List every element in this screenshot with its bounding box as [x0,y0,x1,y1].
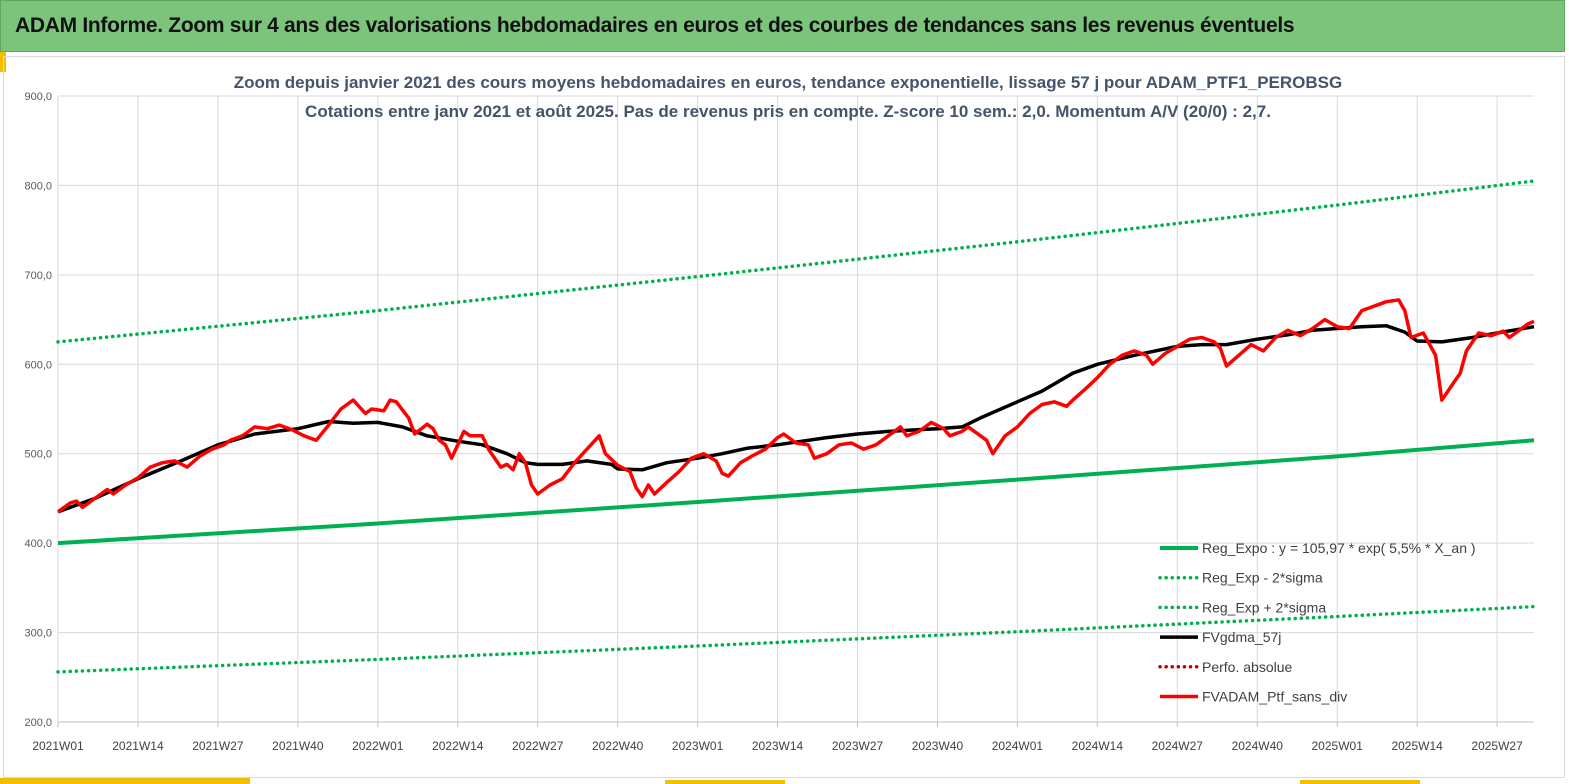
x-tick-label: 2024W14 [1072,739,1124,753]
chart-frame [3,56,1565,778]
x-tick-label: 2021W14 [112,739,164,753]
y-tick-label: 200,0 [24,717,52,729]
series-line-fvgdma-57j [57,324,1535,514]
y-tick-label: 300,0 [24,628,52,640]
x-tick-label: 2023W14 [752,739,804,753]
x-tick-label: 2024W27 [1152,739,1204,753]
y-tick-label: 700,0 [24,270,52,282]
legend-label: Reg_Exp + 2*sigma [1202,599,1326,615]
y-tick-label: 800,0 [24,180,52,192]
legend-label: FVADAM_Ptf_sans_div [1202,689,1347,705]
legend-label: Reg_Expo : y = 105,97 * exp( 5,5% * X_an… [1202,540,1476,556]
x-tick-label: 2021W40 [272,739,324,753]
series-line-fvadam-ptf-sans-div [56,298,1535,514]
legend-label: Reg_Exp - 2*sigma [1202,570,1323,586]
x-tick-label: 2023W40 [912,739,964,753]
series-line-reg-exp-2-sigma [56,179,1536,344]
accent-bar [0,778,250,784]
x-tick-label: 2023W01 [672,739,724,753]
x-tick-label: 2025W14 [1391,739,1443,753]
x-tick-label: 2024W01 [992,739,1044,753]
x-tick-label: 2022W01 [352,739,404,753]
x-tick-label: 2022W40 [592,739,644,753]
x-axis: 2021W01 2021W14 2021W27 2021W40 2022W01 2022W… [32,721,1534,753]
legend-label: FVgdma_57j [1202,629,1281,645]
series-layer [56,179,1536,674]
x-tick-label: 2024W40 [1232,739,1284,753]
x-tick-label: 2021W01 [32,739,84,753]
x-tick-label: 2022W14 [432,739,484,753]
x-tick-label: 2021W27 [192,739,244,753]
series-line-reg-expo [57,438,1535,546]
header-banner: ADAM Informe. Zoom sur 4 ans des valoris… [0,0,1565,52]
x-tick-label: 2025W27 [1471,739,1523,753]
page-title: ADAM Informe. Zoom sur 4 ans des valoris… [15,14,1295,37]
x-tick-label: 2023W27 [832,739,884,753]
series-line-reg-exp-2-sigma [56,604,1536,674]
y-tick-label: 500,0 [24,449,52,461]
accent-bar [1300,780,1420,784]
grid [57,95,1534,723]
y-tick-label: 400,0 [24,538,52,550]
x-tick-label: 2025W01 [1312,739,1364,753]
y-tick-label: 900,0 [24,91,52,103]
legend-label: Perfo. absolue [1202,659,1292,675]
x-tick-label: 2022W27 [512,739,564,753]
chart-title: Zoom depuis janvier 2021 des cours moyen… [234,73,1343,92]
accent-bar [665,780,785,784]
y-axis: 200,0 300,0 400,0 500,0 600,0 700,0 800,0 900,0 [24,91,52,729]
chart-subtitle: Cotations entre janv 2021 et août 2025. … [305,102,1271,121]
y-tick-label: 600,0 [24,359,52,371]
legend: Reg_Expo : y = 105,97 * exp( 5,5% * X_an… [1158,540,1476,705]
